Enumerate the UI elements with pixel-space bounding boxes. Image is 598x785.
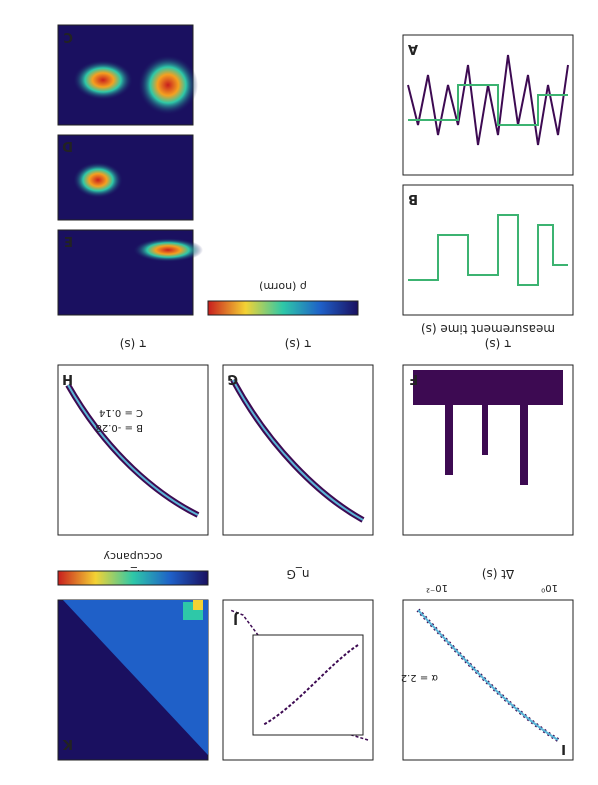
panel-a-label: A xyxy=(408,41,418,56)
panel-k-cell-max xyxy=(193,600,203,610)
panel-h: H B = -0.28 C = 0.14 τ (s) xyxy=(57,337,209,536)
panel-i-xtick-1: 10⁻² xyxy=(426,582,448,593)
panel-k: K n_G occupancy xyxy=(57,550,209,761)
panel-i-xlabel: Δt (s) xyxy=(482,567,514,581)
panel-i-alpha: α = 2.2 xyxy=(401,672,438,683)
panel-b-frame xyxy=(402,184,574,316)
panel-c-hotspot-2 xyxy=(138,55,198,115)
colorbar-bottom-label: occupancy xyxy=(103,550,163,563)
panel-f-spike-3 xyxy=(445,375,453,475)
panel-j-inset xyxy=(252,634,364,736)
panel-f-label: F xyxy=(409,371,418,386)
panel-g: G τ (s) xyxy=(222,337,374,536)
panel-h-c: C = 0.14 xyxy=(99,407,143,418)
colorbar-top xyxy=(207,300,359,316)
panel-c-label: C xyxy=(63,29,73,44)
panel-f-points xyxy=(413,370,563,485)
panel-e-hotspot xyxy=(133,238,203,262)
panel-k-label: K xyxy=(62,736,73,751)
panel-j-label: J xyxy=(233,611,239,626)
panel-f-xlabel: τ (s) xyxy=(485,337,512,351)
panel-b-label: B xyxy=(408,191,418,206)
panel-g-xlabel: τ (s) xyxy=(285,337,312,351)
panel-e-label: E xyxy=(64,233,73,248)
panel-j: J n_G xyxy=(222,567,374,761)
panel-g-frame xyxy=(222,364,374,536)
panel-g-label: G xyxy=(227,371,238,386)
panel-a-frame xyxy=(402,34,574,176)
panel-cde: E D C ρ (norm) xyxy=(57,24,359,316)
panel-h-fit xyxy=(67,384,199,516)
panel-i-fit xyxy=(417,609,559,741)
panel-ab: B A measurement time (s) xyxy=(402,34,574,336)
panel-i-label: I xyxy=(561,741,566,756)
panel-h-label: H xyxy=(62,371,73,386)
colorbar-top-label: ρ (norm) xyxy=(259,280,307,293)
panel-c-hotspot xyxy=(73,60,133,100)
colorbar-bottom xyxy=(57,570,209,586)
panel-b-levels xyxy=(408,214,568,286)
panel-ab-xlabel: measurement time (s) xyxy=(421,322,555,336)
panel-h-b: B = -0.28 xyxy=(96,422,143,433)
panel-i-xtick-0: 10⁰ xyxy=(541,582,558,593)
panel-f-spike-1 xyxy=(520,375,528,485)
panel-f-spike-2 xyxy=(482,375,488,455)
panel-j-xlabel: n_G xyxy=(287,567,310,581)
panel-d-hotspot xyxy=(73,162,123,198)
panel-k-triangle xyxy=(63,600,208,755)
panel-g-fit xyxy=(232,379,364,521)
panel-d-label: D xyxy=(62,138,73,153)
panel-f: F τ (s) xyxy=(402,337,574,536)
panel-j-inset-curve xyxy=(262,644,359,726)
panel-h-xlabel: τ (s) xyxy=(120,337,147,351)
panel-a-levels xyxy=(408,84,568,126)
panel-i: I α = 2.2 Δt (s) 10⁰ 10⁻² xyxy=(401,567,574,761)
